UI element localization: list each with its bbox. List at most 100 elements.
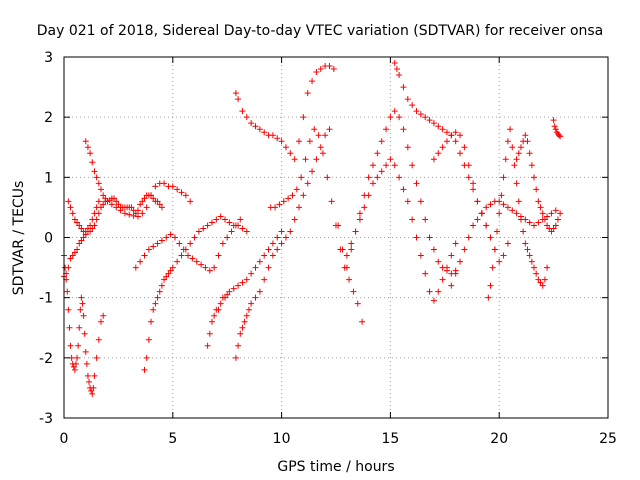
data-point xyxy=(97,318,104,325)
data-point xyxy=(383,162,390,169)
data-point xyxy=(180,246,187,253)
data-point xyxy=(309,78,316,85)
data-point xyxy=(291,156,298,163)
data-point xyxy=(430,156,437,163)
data-point xyxy=(174,258,181,265)
data-point xyxy=(365,192,372,199)
data-point xyxy=(169,264,176,271)
data-point xyxy=(239,324,246,331)
data-point xyxy=(531,222,538,229)
data-point xyxy=(504,240,511,247)
data-point xyxy=(404,96,411,103)
data-point xyxy=(287,228,294,235)
data-point xyxy=(256,126,263,133)
data-point xyxy=(552,207,559,214)
data-point xyxy=(443,129,450,136)
data-point xyxy=(343,264,350,271)
data-point xyxy=(531,174,538,181)
data-point xyxy=(465,174,472,181)
data-series xyxy=(550,117,564,140)
data-point xyxy=(71,249,78,256)
data-point xyxy=(413,180,420,187)
data-point xyxy=(232,354,239,361)
data-point xyxy=(282,144,289,151)
y-tick-label: 0 xyxy=(44,231,53,247)
data-point xyxy=(156,288,163,295)
data-point xyxy=(86,378,93,385)
data-point xyxy=(121,210,128,217)
data-point xyxy=(82,348,89,355)
data-point xyxy=(134,207,141,214)
data-point xyxy=(541,276,548,283)
data-point xyxy=(161,180,168,187)
data-point xyxy=(95,336,102,343)
data-point xyxy=(556,132,563,139)
data-point xyxy=(72,360,79,367)
data-point xyxy=(509,207,516,214)
data-series xyxy=(61,252,107,397)
data-point xyxy=(78,294,85,301)
data-point xyxy=(88,387,95,394)
data-point xyxy=(256,288,263,295)
data-point xyxy=(378,138,385,145)
x-axis-label: GPS time / hours xyxy=(277,459,394,475)
data-point xyxy=(256,258,263,265)
data-point xyxy=(387,114,394,121)
data-point xyxy=(487,201,494,208)
data-point xyxy=(343,252,350,259)
data-point xyxy=(494,228,501,235)
data-point xyxy=(78,237,85,244)
data-point xyxy=(130,212,137,219)
data-point xyxy=(539,210,546,217)
data-point xyxy=(544,264,551,271)
data-point xyxy=(148,318,155,325)
data-point xyxy=(306,138,313,145)
y-axis-label: SDTVAR / TECUs xyxy=(11,181,27,296)
data-point xyxy=(500,252,507,259)
data-point xyxy=(465,234,472,241)
data-point xyxy=(409,102,416,109)
data-point xyxy=(537,204,544,211)
data-series xyxy=(430,129,511,265)
data-point xyxy=(309,168,316,175)
data-marks xyxy=(61,60,564,397)
data-point xyxy=(522,240,529,247)
data-point xyxy=(511,162,518,169)
data-series xyxy=(448,198,559,289)
data-point xyxy=(383,126,390,133)
data-point xyxy=(67,255,74,262)
data-point xyxy=(541,216,548,223)
data-point xyxy=(513,156,520,163)
data-point xyxy=(470,186,477,193)
data-point xyxy=(69,210,76,217)
data-point xyxy=(315,132,322,139)
data-point xyxy=(77,306,84,313)
data-point xyxy=(232,90,239,97)
data-point xyxy=(439,144,446,151)
data-point xyxy=(537,279,544,286)
data-series xyxy=(65,198,102,235)
data-point xyxy=(217,300,224,307)
data-point xyxy=(195,228,202,235)
data-point xyxy=(189,255,196,262)
data-point xyxy=(544,213,551,220)
data-point xyxy=(313,69,320,76)
data-point xyxy=(75,342,82,349)
data-point xyxy=(200,225,207,232)
data-point xyxy=(478,210,485,217)
data-point xyxy=(187,198,194,205)
data-point xyxy=(245,306,252,313)
data-point xyxy=(150,306,157,313)
data-point xyxy=(82,138,89,145)
data-point xyxy=(400,84,407,91)
data-point xyxy=(215,252,222,259)
data-point xyxy=(409,162,416,169)
data-point xyxy=(496,258,503,265)
data-point xyxy=(93,354,100,361)
data-point xyxy=(226,288,233,295)
data-point xyxy=(81,330,88,337)
data-point xyxy=(211,264,218,271)
data-point xyxy=(528,162,535,169)
data-point xyxy=(396,114,403,121)
data-point xyxy=(69,252,76,259)
